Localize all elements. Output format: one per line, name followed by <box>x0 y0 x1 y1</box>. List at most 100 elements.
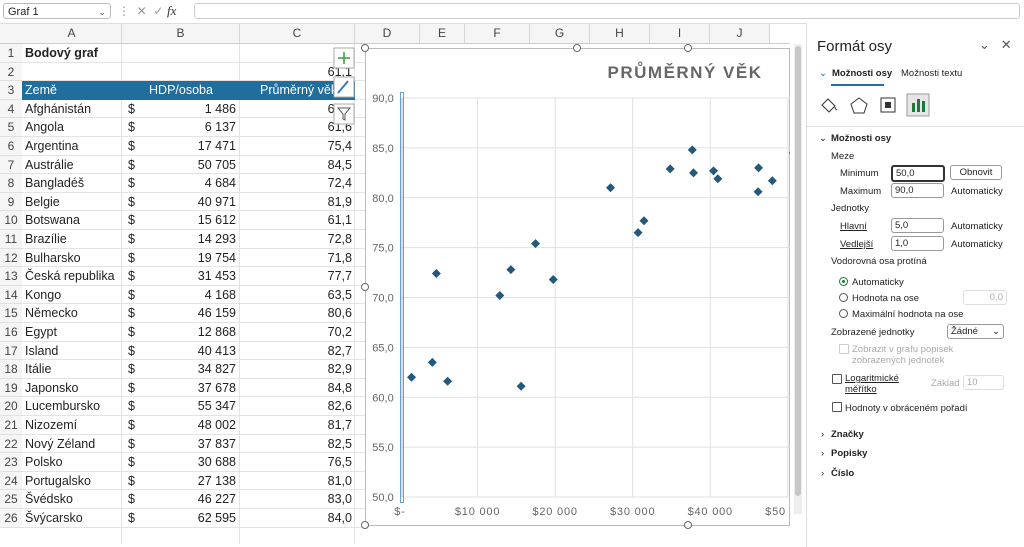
row-line <box>22 80 365 82</box>
section-header[interactable]: Číslo <box>831 468 855 479</box>
row-header[interactable]: 17 <box>0 341 22 361</box>
cell: 82,9 <box>327 362 352 377</box>
column-header[interactable]: H <box>590 24 650 43</box>
radio[interactable] <box>839 293 848 302</box>
column-header[interactable]: I <box>650 24 710 43</box>
section-chevron: ⌄ <box>819 133 827 144</box>
cell: 75,4 <box>327 139 352 153</box>
tab[interactable]: Možnosti osy <box>832 68 893 79</box>
cell: Brazílie <box>25 232 67 246</box>
row-header[interactable]: 10 <box>0 211 22 230</box>
column-header[interactable]: A <box>22 24 122 43</box>
cell: Švédsko <box>25 492 73 507</box>
row-header[interactable]: 9 <box>0 192 22 212</box>
cell: $ <box>128 455 135 470</box>
row-header[interactable]: 2 <box>0 62 22 82</box>
scrollbar[interactable] <box>794 44 802 514</box>
row-header[interactable]: 26 <box>0 509 22 528</box>
chart-buttons[interactable] <box>333 47 355 125</box>
cell: 70,2 <box>327 325 352 339</box>
row-line <box>22 229 365 230</box>
column-header[interactable]: D <box>355 24 420 43</box>
cell: Angola <box>25 120 64 135</box>
cell: Island <box>25 343 59 358</box>
row-header[interactable]: 7 <box>0 155 22 175</box>
cell: 81,0 <box>327 473 352 488</box>
row-header[interactable]: 13 <box>0 267 22 286</box>
name-box[interactable]: Graf 1 ⌄ <box>3 3 111 19</box>
column-header[interactable]: E <box>420 24 465 43</box>
checkbox[interactable] <box>839 344 849 354</box>
input[interactable]: 1,0 <box>891 236 944 251</box>
marker <box>687 145 697 155</box>
formula-input[interactable] <box>194 3 1020 19</box>
radio[interactable] <box>839 277 848 286</box>
row-header[interactable]: 12 <box>0 248 22 268</box>
cell: $ <box>128 194 135 209</box>
input[interactable]: 90,0 <box>891 183 944 198</box>
row-header[interactable]: 4 <box>0 99 22 119</box>
label: Hlavní <box>840 221 867 232</box>
row-header[interactable]: 8 <box>0 174 22 193</box>
cell: 77,7 <box>327 269 352 284</box>
cell: $ <box>128 232 135 246</box>
tab-underline <box>831 84 884 86</box>
button[interactable]: Obnovit <box>950 165 1002 180</box>
select[interactable]: Žádné ⌄ <box>947 324 1004 339</box>
row-header[interactable]: 23 <box>0 453 22 472</box>
row-header[interactable]: 1 <box>0 44 22 63</box>
input[interactable]: 50,0 <box>891 165 945 182</box>
row-header[interactable]: 21 <box>0 416 22 435</box>
row-header[interactable]: 16 <box>0 323 22 342</box>
cell: $ <box>128 287 135 302</box>
row-line <box>22 489 365 491</box>
row-header[interactable]: 20 <box>0 397 22 416</box>
row-header[interactable]: 6 <box>0 137 22 156</box>
row-header[interactable]: 15 <box>0 304 22 323</box>
chart-area[interactable] <box>365 48 790 526</box>
pane-icons[interactable] <box>817 93 937 119</box>
cell: 72,8 <box>327 232 352 246</box>
input[interactable]: 10 <box>963 375 1004 390</box>
section-header[interactable]: Značky <box>831 429 864 440</box>
tab[interactable]: Možnosti textu <box>901 68 963 79</box>
label: Automaticky <box>951 239 1003 250</box>
section-header[interactable]: Popisky <box>831 448 868 459</box>
header-line <box>0 43 790 44</box>
cell: $ <box>128 139 135 153</box>
input[interactable]: 5,0 <box>891 218 944 233</box>
row-line <box>22 154 365 156</box>
checkbox[interactable] <box>832 374 842 384</box>
row-header[interactable]: 25 <box>0 490 22 509</box>
row-header[interactable]: 11 <box>0 230 22 249</box>
section-header[interactable]: Možnosti osy <box>831 133 892 144</box>
checkbox[interactable] <box>832 402 842 412</box>
marker <box>407 372 417 382</box>
label: Základ <box>931 378 960 389</box>
row-header[interactable]: 3 <box>0 81 22 100</box>
label: Zobrazené jednotky <box>831 327 915 338</box>
fx-button[interactable]: fx <box>167 3 177 18</box>
y-tick-label: 85,0 <box>372 143 393 155</box>
column-header[interactable]: F <box>465 24 530 43</box>
cell: 63,5 <box>327 287 352 302</box>
row-header[interactable]: 5 <box>0 118 22 137</box>
label: Hodnota na ose <box>852 293 920 304</box>
column-header[interactable]: G <box>530 24 590 43</box>
y-tick-label: 65,0 <box>372 342 393 354</box>
row-header[interactable]: 14 <box>0 285 22 305</box>
row-header[interactable]: 18 <box>0 360 22 379</box>
pane-controls[interactable]: ⌄ ✕ <box>979 37 1012 52</box>
cell: 48 002 <box>197 418 236 432</box>
column-header[interactable]: J <box>710 24 770 43</box>
input[interactable]: 0,0 <box>963 290 1007 305</box>
cell: 30 688 <box>197 455 236 470</box>
row-header[interactable]: 19 <box>0 378 22 398</box>
row-header[interactable]: 24 <box>0 471 22 491</box>
radio[interactable] <box>839 309 848 318</box>
column-header[interactable]: B <box>122 24 240 43</box>
select-text: Žádné <box>951 326 978 337</box>
column-header[interactable]: C <box>240 24 355 43</box>
cell: Botswana <box>25 213 80 228</box>
row-header[interactable]: 22 <box>0 434 22 454</box>
